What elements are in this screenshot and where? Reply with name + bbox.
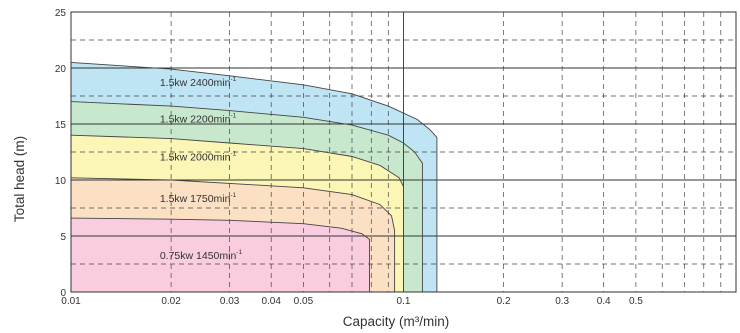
x-tick-label: 0.5 [629,296,643,307]
curve-label-1: 1.5kw 2400min-1 [160,76,237,89]
curve-label-superscript: -1 [230,150,236,157]
x-tick-label: 0.05 [294,296,314,307]
outline-series-4 [70,177,396,292]
y-tick-label: 20 [55,64,67,75]
x-tick-label: 0.04 [261,296,281,307]
curve-label-2: 1.5kw 2200min-1 [160,112,237,125]
curve-outlines [70,61,438,292]
y-tick-label: 0 [60,288,66,299]
x-tick-label: 0.1 [397,296,411,307]
y-tick-label: 10 [55,176,67,187]
outline-series-2 [70,101,423,292]
x-tick-label: 0.2 [497,296,511,307]
y-tick-label: 25 [55,8,67,19]
curve-label-5: 0.75kw 1450min-1 [160,249,243,262]
y-axis-title: Total head (m) [12,136,27,222]
plot-frame [70,11,737,293]
x-tick-label: 0.4 [597,296,611,307]
x-tick-label: 0.03 [220,296,240,307]
y-tick-label: 5 [60,232,66,243]
curve-areas [71,62,437,293]
curve-label-superscript: -1 [230,76,236,83]
x-tick-labels: 0.01 0.02 0.03 0.04 0.05 0.1 0.2 0.3 0.4 0.5 [61,296,643,307]
curve-label-superscript: -1 [236,249,242,256]
curve-label-3: 1.5kw 2000min-1 [160,150,237,163]
outline-series-1 [70,61,438,292]
y-tick-labels: 0 5 10 15 20 25 [55,8,67,299]
curve-labels: 1.5kw 2400min-1 1.5kw 2200min-1 1.5kw 2000… [160,76,243,262]
x-tick-label: 0.3 [555,296,569,307]
curve-label-superscript: -1 [230,112,236,119]
outline-series-5 [70,217,370,292]
curve-label-superscript: -1 [230,192,236,199]
y-tick-label: 15 [55,120,67,131]
x-tick-label: 0.02 [161,296,181,307]
x-tick-label: 0.01 [61,296,81,307]
x-axis-title: Capacity (m³/min) [343,314,450,329]
area-series-5 [71,218,370,292]
curve-label-4: 1.5kw 1750min-1 [160,192,237,205]
outline-series-3 [70,134,404,292]
grid-lines [71,12,736,292]
